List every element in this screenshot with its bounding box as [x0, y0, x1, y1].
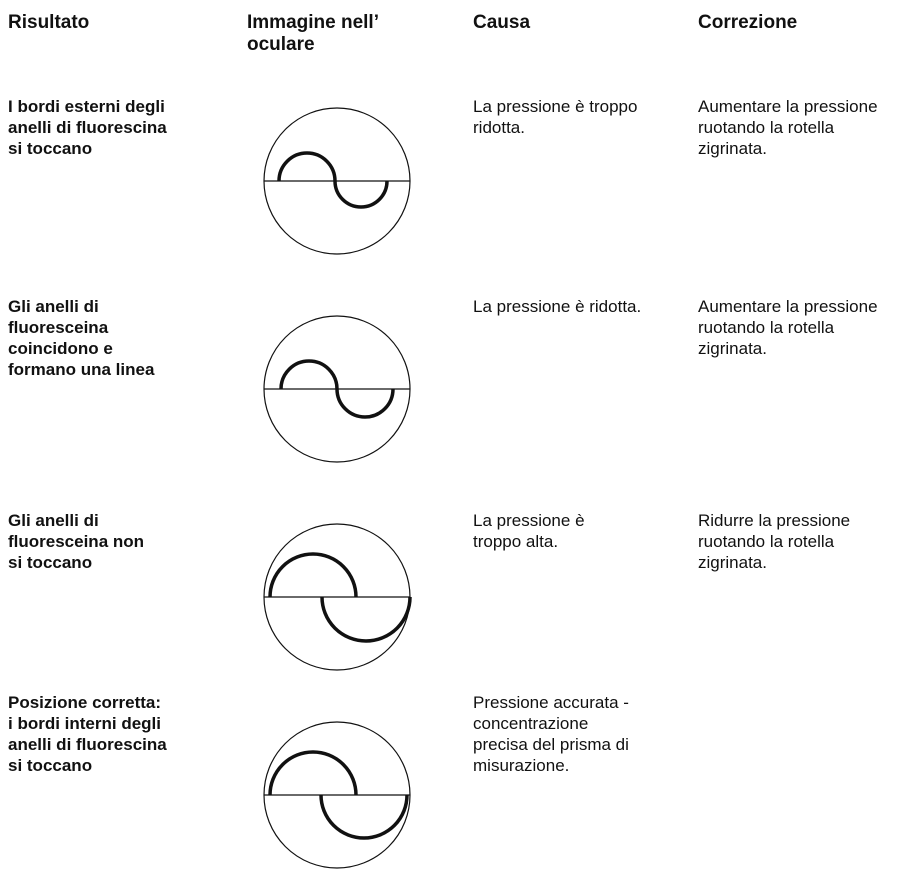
correction: Aumentare la pressione ruotando la rotell… [698, 96, 878, 159]
lower-arc [320, 596, 412, 643]
text-line: fluoresceina non [8, 532, 145, 551]
result: Posizione corretta: i bordi interni degli… [8, 692, 167, 776]
text-line: misurazione. [473, 756, 570, 775]
text-line: si toccano [8, 756, 93, 775]
result: I bordi esterni degli anelli di fluoresci… [8, 96, 167, 159]
lower-arc [333, 180, 389, 209]
text-line: Correzione [698, 12, 798, 33]
cause: La pressione è ridotta. [473, 296, 641, 317]
column-header: Immagine nell’ oculare [247, 12, 379, 56]
text-line: ridotta. [473, 118, 525, 137]
text-line: troppo alta. [473, 532, 559, 551]
text-line: La pressione è [473, 511, 585, 530]
text-line: ruotando la rotella [698, 532, 835, 551]
text-line: coincidono e [8, 339, 113, 358]
upper-arc [268, 552, 358, 598]
text-line: i bordi interni degli [8, 714, 161, 733]
column-header: Correzione [698, 12, 797, 34]
text-line: Posizione corretta: [8, 693, 162, 712]
text-line: zigrinata. [698, 139, 767, 158]
text-line: ruotando la rotella [698, 318, 835, 337]
text-line: zigrinata. [698, 339, 767, 358]
correction: Aumentare la pressione ruotando la rotell… [698, 296, 878, 359]
text-line: Gli anelli di [8, 297, 99, 316]
text-line: Aumentare la pressione [698, 97, 878, 116]
correction: Ridurre la pressione ruotando la rotella z… [698, 510, 850, 573]
text-line: precisa del prisma di [473, 735, 629, 754]
text-line: Causa [473, 12, 531, 33]
text-line: formano una linea [8, 360, 155, 379]
cause: Pressione accurata - concentrazione precis… [473, 692, 629, 776]
text-line: Immagine nell’ [247, 12, 379, 33]
text-line: si toccano [8, 139, 93, 158]
text-line: oculare [247, 34, 315, 55]
text-line: ruotando la rotella [698, 118, 835, 137]
text-line: Risultato [8, 12, 90, 33]
upper-arc [277, 151, 337, 182]
upper-arc [279, 359, 339, 390]
lower-arc [319, 794, 409, 840]
cause: La pressione è troppo alta. [473, 510, 585, 552]
text-line: Aumentare la pressione [698, 297, 878, 316]
text-line: La pressione è troppo [473, 97, 638, 116]
text-line: fluoresceina [8, 318, 109, 337]
text-line: si toccano [8, 553, 93, 572]
text-line: Pressione accurata - [473, 693, 629, 712]
cause: La pressione è troppo ridotta. [473, 96, 637, 138]
result: Gli anelli di fluoresceina non si toccano [8, 510, 144, 573]
text-line: I bordi esterni degli [8, 97, 165, 116]
text-line: concentrazione [473, 714, 589, 733]
text-line: Ridurre la pressione [698, 511, 851, 530]
column-header: Causa [473, 12, 530, 34]
upper-arc [268, 750, 358, 796]
result: Gli anelli di fluoresceina coincidono e for… [8, 296, 154, 380]
text-line: zigrinata. [698, 553, 767, 572]
column-header: Risultato [8, 12, 89, 34]
text-line: Gli anelli di [8, 511, 99, 530]
text-line: anelli di fluorescina [8, 735, 167, 754]
lower-arc [335, 388, 395, 419]
text-line: anelli di fluorescina [8, 118, 167, 137]
text-line: La pressione è ridotta. [473, 297, 642, 316]
